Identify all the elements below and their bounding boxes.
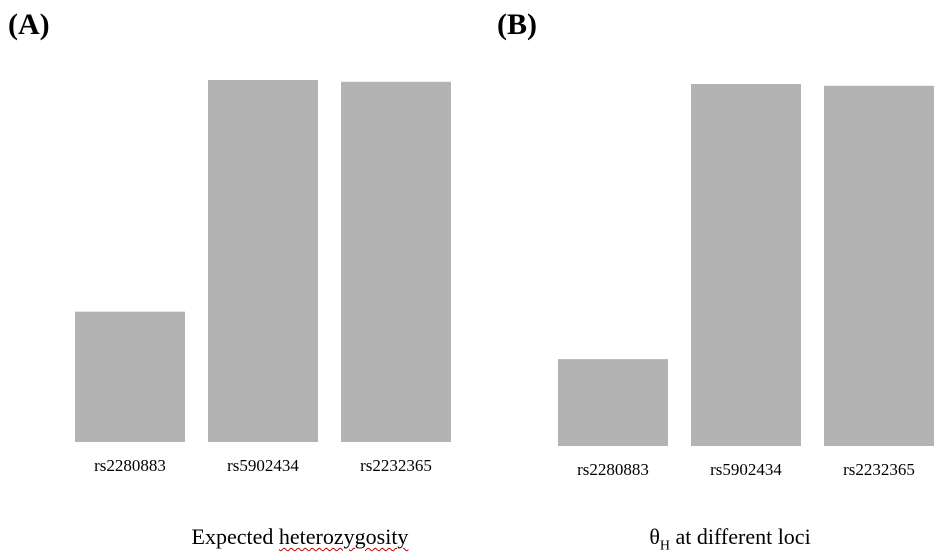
panel-label-b: (B) <box>497 8 537 41</box>
chart-panel-a: rs2280883 rs5902434 rs2232365 <box>75 80 451 475</box>
x-axis-label-a-text: Expected heterozygosity <box>191 524 409 549</box>
x-tick-label-rs2232365: rs2232365 <box>843 460 915 479</box>
panel-label-a: (A) <box>8 8 50 41</box>
bar-rs5902434 <box>691 84 801 446</box>
x-tick-label-rs2232365: rs2232365 <box>360 456 432 475</box>
x-tick-label-rs5902434: rs5902434 <box>710 460 782 479</box>
x-axis-label-b-symbol: θ <box>649 524 660 549</box>
x-axis-label-b-rest: at different loci <box>669 524 811 549</box>
x-tick-label-rs2280883: rs2280883 <box>577 460 649 479</box>
bar-rs2280883 <box>558 359 668 446</box>
x-axis-label-a: Expected heterozygosity <box>130 524 470 550</box>
x-tick-label-rs2280883: rs2280883 <box>94 456 166 475</box>
x-axis-label-b: θH at different loci <box>560 524 900 554</box>
chart-panel-b: rs2280883 rs5902434 rs2232365 <box>558 84 934 479</box>
bar-rs5902434 <box>208 80 318 442</box>
x-tick-label-rs5902434: rs5902434 <box>227 456 299 475</box>
bar-rs2232365 <box>824 85 934 446</box>
bar-rs2232365 <box>341 81 451 442</box>
x-axis-label-b-subscript: H <box>659 538 670 554</box>
bar-rs2280883 <box>75 311 185 442</box>
